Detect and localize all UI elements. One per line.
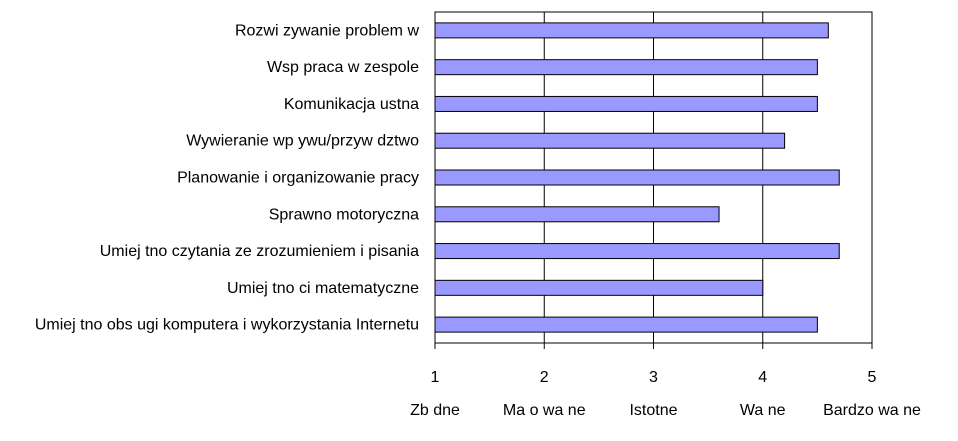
- bar: [434, 206, 720, 223]
- category-label: Rozwi zywanie problem w: [235, 22, 420, 39]
- scale-label: Istotne: [629, 402, 677, 419]
- x-tick-label: 1: [431, 369, 440, 386]
- scale-label: Bardzo wa ne: [823, 402, 921, 419]
- bar: [434, 132, 786, 149]
- scale-label: Zb dne: [410, 402, 460, 419]
- scale-labels: Zb dne Ma o wa ne Istotne Wa ne Bardzo wa ne: [410, 402, 921, 419]
- category-label: Wywieranie wp ywu/przyw dztwo: [186, 133, 419, 150]
- x-tick-label: 4: [758, 369, 767, 386]
- bar: [434, 95, 818, 112]
- bar: [434, 279, 764, 296]
- bar: [434, 59, 818, 76]
- category-label: Wsp praca w zespole: [267, 59, 419, 76]
- category-labels: Rozwi zywanie problem w Wsp praca w zespo…: [35, 22, 420, 333]
- bar: [434, 169, 840, 186]
- scale-label: Ma o wa ne: [503, 402, 586, 419]
- category-label: Umiej tno ci matematyczne: [227, 280, 419, 297]
- x-axis-ticks: 1 2 3 4 5: [431, 343, 877, 386]
- x-tick-label: 3: [649, 369, 658, 386]
- scale-label: Wa ne: [740, 402, 786, 419]
- bar: [434, 316, 818, 333]
- category-label: Komunikacja ustna: [284, 96, 419, 113]
- category-label: Umiej tno obs ugi komputera i wykorzysta…: [35, 317, 419, 334]
- bar: [434, 22, 829, 39]
- x-tick-label: 5: [868, 369, 877, 386]
- bars: [434, 22, 840, 333]
- x-tick-label: 2: [540, 369, 549, 386]
- bar: [434, 243, 840, 260]
- category-label: Planowanie i organizowanie pracy: [177, 170, 419, 187]
- category-label: Umiej tno czytania ze zrozumieniem i pis…: [100, 243, 419, 260]
- category-label: Sprawno motoryczna: [269, 206, 419, 223]
